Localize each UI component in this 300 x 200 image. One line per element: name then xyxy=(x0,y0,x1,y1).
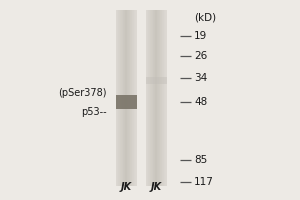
Bar xyxy=(163,10,164,186)
Bar xyxy=(124,10,125,186)
Bar xyxy=(146,10,147,186)
Bar xyxy=(123,10,124,186)
Bar xyxy=(150,10,151,186)
Text: (pSer378): (pSer378) xyxy=(58,88,106,98)
Bar xyxy=(117,10,118,186)
Text: JK: JK xyxy=(150,182,162,192)
Bar xyxy=(154,10,156,186)
Bar xyxy=(131,10,132,186)
Text: JK: JK xyxy=(120,182,132,192)
Bar xyxy=(149,10,150,186)
Bar xyxy=(134,10,135,186)
Bar xyxy=(153,10,154,186)
Text: 117: 117 xyxy=(194,177,214,187)
Bar xyxy=(122,10,124,186)
Bar xyxy=(159,10,160,186)
Text: 85: 85 xyxy=(194,155,207,165)
Bar xyxy=(133,10,134,186)
Bar xyxy=(147,10,148,186)
Bar xyxy=(164,10,165,186)
Bar xyxy=(156,10,157,186)
Bar xyxy=(132,10,133,186)
Bar xyxy=(129,10,130,186)
Bar xyxy=(128,10,129,186)
Bar xyxy=(160,10,161,186)
Bar xyxy=(152,10,153,186)
Bar xyxy=(130,10,131,186)
Bar xyxy=(122,10,123,186)
Bar xyxy=(154,10,155,186)
Bar xyxy=(134,10,135,186)
Bar xyxy=(121,10,122,186)
Text: 26: 26 xyxy=(194,51,207,61)
Bar xyxy=(158,10,159,186)
Text: 48: 48 xyxy=(194,97,207,107)
Bar xyxy=(166,10,167,186)
Bar xyxy=(116,10,117,186)
Bar xyxy=(120,10,122,186)
Bar xyxy=(126,10,127,186)
Bar xyxy=(118,10,119,186)
Bar xyxy=(162,10,163,186)
Bar xyxy=(160,10,161,186)
Bar xyxy=(118,10,119,186)
Bar xyxy=(136,10,137,186)
Bar xyxy=(135,10,136,186)
Text: (kD): (kD) xyxy=(194,13,216,23)
Bar xyxy=(146,76,167,84)
Bar xyxy=(155,10,156,186)
Bar xyxy=(120,10,121,186)
Bar xyxy=(116,95,136,109)
Bar xyxy=(132,10,133,186)
Bar xyxy=(157,10,158,186)
Bar xyxy=(151,10,152,186)
Bar xyxy=(161,10,162,186)
Bar xyxy=(119,10,120,186)
Bar xyxy=(148,10,149,186)
Bar xyxy=(162,10,163,186)
Bar xyxy=(124,10,126,186)
Bar xyxy=(152,10,154,186)
Text: 19: 19 xyxy=(194,31,207,41)
Bar xyxy=(164,10,165,186)
Bar xyxy=(150,10,152,186)
Bar xyxy=(125,10,126,186)
Bar xyxy=(165,10,166,186)
Text: 34: 34 xyxy=(194,73,207,83)
Text: p53--: p53-- xyxy=(81,107,106,117)
Bar xyxy=(127,10,128,186)
